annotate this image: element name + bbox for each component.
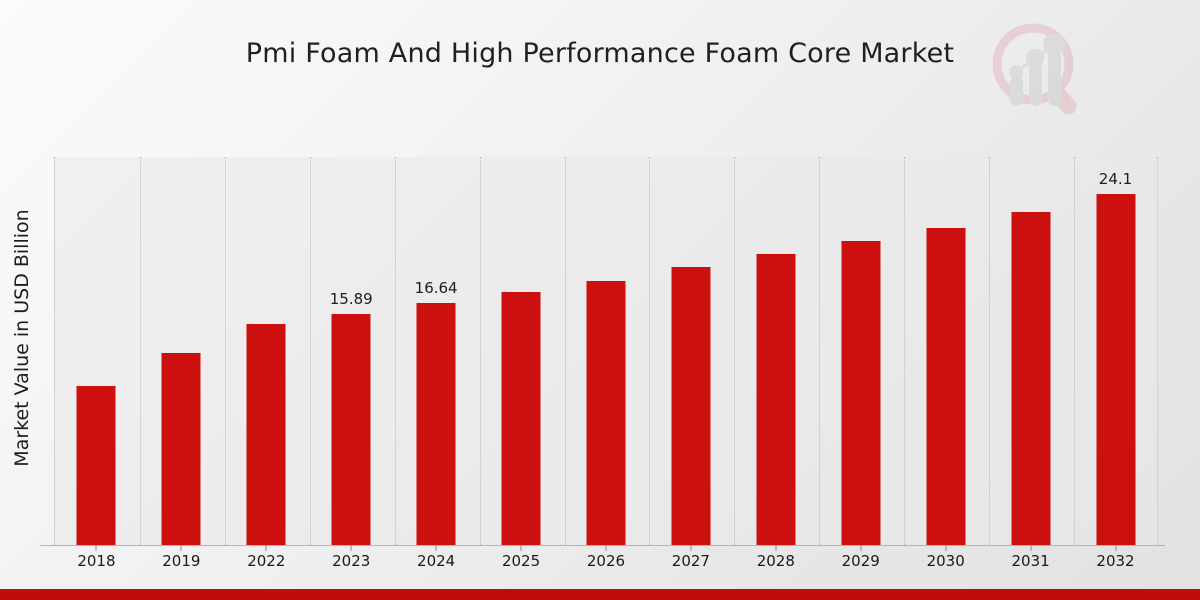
x-tick-label: 2018 [77, 552, 116, 570]
footer-accent-bar [0, 589, 1200, 600]
bar-group[interactable] [903, 157, 988, 551]
x-tick-label: 2023 [332, 552, 371, 570]
bar-group[interactable]: 16.64 [394, 157, 479, 551]
bar[interactable] [501, 291, 541, 545]
gridline [649, 157, 651, 545]
market-research-magnifier-logo-icon [988, 22, 1092, 115]
gridline [1074, 157, 1076, 545]
x-axis-tick [95, 545, 97, 551]
bar[interactable] [756, 253, 796, 545]
x-axis-tick [775, 545, 777, 551]
bar-group[interactable] [224, 157, 309, 551]
gridline [139, 157, 141, 545]
bar-group[interactable] [54, 157, 139, 551]
x-axis-tick [180, 545, 182, 551]
x-axis-tick-labels: 2018 2019 2022 2023 2024 2025 2026 2027 2028 2029… [54, 552, 1158, 576]
x-axis-line [40, 545, 1165, 546]
gridline [904, 157, 906, 545]
bar[interactable] [161, 352, 201, 545]
x-tick-label: 2030 [926, 552, 965, 570]
bar-group[interactable]: 15.89 [309, 157, 394, 551]
bar-group[interactable] [648, 157, 733, 551]
gridline [479, 157, 481, 545]
x-tick-label: 2019 [162, 552, 201, 570]
bar-group[interactable]: 24.1 [1073, 157, 1158, 551]
gridline [989, 157, 991, 545]
x-axis-tick [265, 545, 267, 551]
bar[interactable] [416, 302, 456, 545]
bar-series: 15.89 16.64 24.1 [54, 157, 1158, 551]
chart-gridlines [55, 157, 1157, 545]
x-tick-label: 2028 [756, 552, 795, 570]
x-axis-tick [605, 545, 607, 551]
x-axis-tick [1030, 545, 1032, 551]
bar-value-label: 15.89 [329, 290, 373, 309]
bar[interactable] [841, 240, 881, 545]
x-tick-label: 2027 [671, 552, 710, 570]
x-tick-label: 2024 [417, 552, 456, 570]
bar[interactable] [1096, 193, 1135, 545]
x-axis-tick [690, 545, 692, 551]
x-tick-label: 2031 [1011, 552, 1050, 570]
gridline [394, 157, 396, 545]
x-axis-tick [435, 545, 437, 551]
bar[interactable] [926, 227, 966, 545]
bar-group[interactable] [818, 157, 903, 551]
bar[interactable] [246, 323, 286, 545]
gridline [564, 157, 566, 545]
bar-group[interactable] [564, 157, 649, 551]
bar-group[interactable] [733, 157, 818, 551]
y-axis-title: Market Value in USD Billion [11, 209, 33, 467]
bar-group[interactable] [988, 157, 1073, 551]
x-tick-label: 2029 [841, 552, 880, 570]
x-axis-tick [350, 545, 352, 551]
bar[interactable] [1011, 210, 1051, 545]
x-axis-tick [860, 545, 862, 551]
gridline [224, 157, 226, 545]
gridline [309, 157, 311, 545]
gridline [819, 157, 821, 545]
page-title: Pmi Foam And High Performance Foam Core … [245, 38, 955, 69]
bar-group[interactable] [139, 157, 224, 551]
x-axis-tick [1115, 545, 1116, 551]
bar[interactable] [671, 266, 711, 545]
x-tick-label: 2022 [247, 552, 286, 570]
bar-group[interactable] [479, 157, 564, 551]
x-tick-label: 2026 [586, 552, 626, 570]
bar[interactable] [586, 279, 626, 545]
bar[interactable] [331, 313, 371, 545]
bar-value-label: 24.1 [1098, 170, 1133, 189]
x-tick-label: 2025 [501, 552, 541, 570]
x-axis-tick [520, 545, 522, 551]
x-axis-tick [945, 545, 947, 551]
bar[interactable] [76, 384, 116, 545]
bar-value-label: 16.64 [414, 279, 458, 298]
x-tick-label: 2032 [1096, 552, 1135, 570]
gridline [734, 157, 736, 545]
